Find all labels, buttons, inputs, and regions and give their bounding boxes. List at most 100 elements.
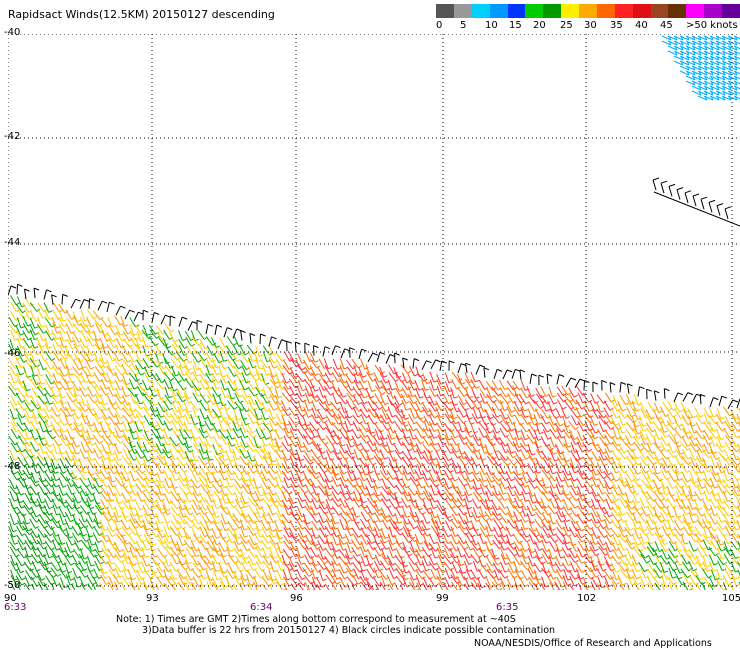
wind-barb — [323, 386, 332, 396]
wind-barb — [374, 378, 380, 389]
wind-barb — [496, 414, 501, 418]
wind-barb — [458, 434, 465, 445]
wind-barb — [220, 415, 228, 426]
wind-barb — [632, 512, 638, 524]
wind-barb — [226, 436, 232, 447]
wind-barb — [261, 401, 267, 412]
wind-barb — [421, 379, 426, 391]
wind-barb — [316, 365, 321, 369]
wind-barb — [246, 483, 252, 495]
wind-barb — [674, 469, 680, 481]
wind-barb — [241, 372, 247, 384]
wind-barb — [524, 471, 529, 475]
wind-barb — [172, 392, 177, 404]
wind-barb — [177, 521, 182, 525]
wind-barb — [124, 515, 129, 518]
wind-barb — [653, 489, 657, 494]
wind-barb — [197, 380, 202, 383]
legend-swatch — [471, 4, 490, 18]
wind-barb — [56, 513, 61, 516]
wind-barb — [703, 413, 709, 425]
wind-barb — [527, 408, 533, 420]
wind-barb — [339, 490, 348, 501]
wind-barb — [24, 455, 29, 460]
wind-barb — [149, 329, 157, 339]
wind-barb — [8, 316, 16, 327]
wind-barb — [266, 365, 271, 369]
wind-barb — [62, 501, 67, 504]
wind-barb — [121, 464, 128, 475]
wind-barb — [254, 414, 260, 425]
wind-barb — [351, 456, 356, 460]
wind-barb — [23, 504, 31, 515]
wind-barb — [106, 436, 115, 446]
wind-barb — [230, 478, 235, 481]
wind-barb — [682, 428, 689, 439]
wind-barb — [24, 408, 30, 419]
wind-barb — [63, 422, 68, 426]
wind-barb — [91, 526, 96, 529]
wind-barb — [436, 373, 442, 385]
wind-barb — [304, 429, 312, 440]
wind-barb — [105, 467, 110, 470]
wind-barb — [433, 479, 438, 483]
wind-barb — [131, 409, 136, 412]
wind-barb — [331, 372, 339, 383]
wind-barb — [394, 402, 400, 413]
wind-barb — [479, 464, 485, 475]
wind-barb — [703, 478, 711, 488]
wind-barb — [717, 458, 723, 469]
wind-barb — [567, 445, 572, 448]
wind-barb — [276, 513, 283, 524]
wind-barb — [231, 451, 236, 454]
wind-barb — [401, 372, 408, 383]
wind-barb — [50, 414, 58, 425]
wind-barb — [391, 388, 396, 391]
wind-barb — [127, 456, 132, 460]
wind-barb — [310, 513, 318, 523]
wind-barb — [332, 449, 339, 460]
wind-barb — [423, 393, 430, 404]
wind-barb — [132, 499, 137, 502]
wind-barb — [315, 476, 320, 480]
wind-barb — [619, 472, 624, 483]
wind-barb — [513, 476, 522, 487]
wind-barb — [9, 310, 17, 321]
wind-barb — [122, 407, 130, 417]
wind-barb — [563, 499, 569, 511]
wind-barb — [173, 457, 178, 461]
wind-barb — [29, 512, 37, 523]
wind-barb — [23, 428, 29, 440]
wind-barb — [689, 435, 695, 447]
wind-barb — [581, 406, 586, 410]
wind-barb — [440, 415, 445, 418]
wind-barb — [369, 493, 375, 496]
wind-barb — [197, 415, 203, 427]
wind-barb — [45, 317, 53, 328]
wind-barb — [367, 394, 375, 405]
wind-barb — [520, 380, 526, 391]
wind-barb — [736, 413, 740, 422]
wind-barb — [366, 497, 375, 508]
wind-barb — [274, 470, 279, 474]
wind-barb — [624, 415, 629, 419]
wind-barb — [64, 457, 72, 468]
wind-barb — [506, 406, 512, 417]
wind-barb — [147, 333, 152, 336]
wind-barb — [107, 499, 113, 510]
wind-barb — [374, 413, 382, 423]
wind-barb — [426, 381, 431, 385]
wind-barb — [395, 378, 400, 382]
wind-barb — [34, 437, 39, 441]
wind-barb — [254, 381, 261, 392]
wind-barb — [22, 394, 30, 405]
wind-barb — [415, 443, 422, 454]
wind-barb — [283, 477, 289, 488]
wind-barb — [273, 408, 278, 411]
wind-barb — [224, 528, 229, 532]
wind-barb — [653, 461, 657, 466]
wind-barb — [197, 387, 202, 391]
wind-barb — [379, 366, 385, 378]
wind-barb — [37, 471, 43, 482]
wind-barb — [660, 462, 667, 473]
